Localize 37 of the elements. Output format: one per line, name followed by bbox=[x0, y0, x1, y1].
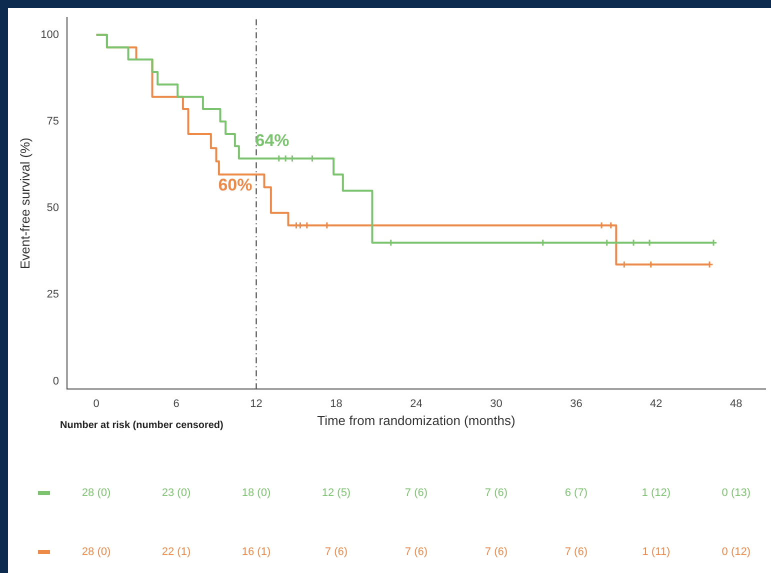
y-axis-title: Event-free survival (%) bbox=[17, 138, 32, 270]
annotation: 60% bbox=[218, 176, 252, 195]
y-tick-label: 100 bbox=[40, 28, 59, 41]
x-tick-label: 0 bbox=[93, 398, 100, 410]
text: 22 (1) bbox=[162, 546, 191, 558]
text: 18 (0) bbox=[242, 487, 271, 500]
text: 7 (6) bbox=[324, 546, 348, 558]
y-tick-label: 50 bbox=[46, 202, 59, 214]
text: 7 (6) bbox=[404, 546, 428, 558]
text: 28 (0) bbox=[82, 487, 111, 500]
y-tick-label: 25 bbox=[46, 288, 59, 301]
x-axis-title: Time from randomization (months) bbox=[317, 412, 516, 428]
x-tick-label: 48 bbox=[730, 398, 742, 410]
text: 12 (5) bbox=[322, 487, 351, 500]
x-tick-label: 42 bbox=[650, 398, 662, 410]
text: 7 (6) bbox=[484, 546, 508, 558]
text: 23 (0) bbox=[162, 487, 191, 500]
text: 1 (11) bbox=[642, 546, 670, 558]
x-tick-label: 24 bbox=[410, 398, 422, 410]
text: 6 (7) bbox=[564, 487, 588, 500]
text: 0 (13) bbox=[722, 487, 751, 500]
x-tick-label: 6 bbox=[173, 398, 180, 410]
text: 7 (6) bbox=[564, 546, 588, 558]
y-tick-label: 75 bbox=[46, 116, 59, 128]
text: 7 (6) bbox=[404, 487, 428, 500]
y-tick-label: 0 bbox=[52, 375, 59, 388]
text: 28 (0) bbox=[82, 546, 111, 558]
x-tick-label: 36 bbox=[570, 398, 582, 410]
text: 7 (6) bbox=[484, 487, 508, 500]
x-tick-label: 30 bbox=[490, 398, 502, 410]
x-tick-label: 12 bbox=[250, 398, 262, 410]
text: 0 (12) bbox=[722, 546, 751, 558]
x-tick-label: 18 bbox=[330, 398, 342, 410]
text: 1 (12) bbox=[642, 487, 671, 500]
text: Number at risk (number censored) bbox=[60, 420, 224, 431]
annotation: 64% bbox=[255, 130, 290, 150]
text: 16 (1) bbox=[242, 546, 271, 558]
